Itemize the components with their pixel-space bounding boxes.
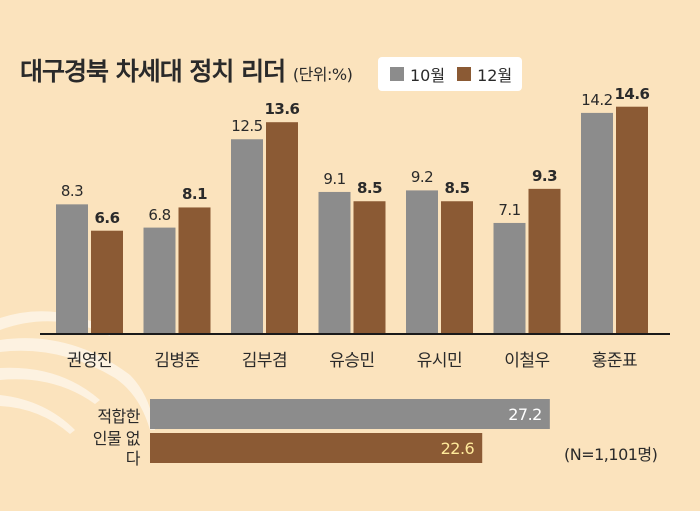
sample-size-note: (N=1,101명)	[564, 445, 658, 464]
legend-item-oct: 10월	[390, 62, 445, 86]
data-label-dec-3: 8.5	[356, 179, 383, 198]
data-label-oct-3: 9.1	[323, 169, 346, 188]
bar-dec-6	[616, 106, 648, 333]
bar-oct-3	[318, 191, 351, 333]
data-label-oct-4: 9.2	[410, 168, 434, 187]
bar-oct-2	[231, 139, 263, 333]
hbar-dec	[150, 433, 483, 463]
hbar-category-line1: 적합한	[97, 407, 140, 426]
data-label-dec-6: 14.6	[614, 84, 650, 103]
hbar-value-dec: 22.6	[440, 439, 475, 458]
unit-label: (단위:%)	[292, 65, 353, 84]
legend-swatch-oct	[390, 67, 404, 81]
category-label-1: 김병준	[154, 351, 200, 371]
bar-oct-5	[493, 222, 526, 333]
data-label-dec-0: 6.6	[94, 208, 120, 227]
category-label-6: 홍준표	[591, 351, 638, 371]
hbar-value-oct: 27.2	[508, 405, 542, 424]
data-label-dec-5: 9.3	[531, 166, 558, 185]
bar-dec-4	[441, 201, 473, 333]
data-label-oct-0: 8.3	[60, 182, 84, 201]
category-label-3: 유승민	[329, 351, 375, 371]
hbar-oct	[150, 399, 550, 429]
data-label-dec-2: 13.6	[264, 100, 300, 119]
category-label-0: 권영진	[66, 351, 113, 371]
legend-label-oct: 10월	[410, 66, 446, 85]
data-label-oct-2: 12.5	[231, 117, 263, 136]
bar-oct-1	[143, 227, 176, 333]
bar-dec-0	[91, 230, 123, 333]
category-label-2: 김부겸	[241, 351, 288, 371]
data-label-oct-5: 7.1	[498, 200, 521, 219]
bar-dec-5	[528, 188, 561, 333]
chart-title: 대구경북 차세대 정치 리더 (단위:%)	[20, 57, 353, 86]
legend-item-dec: 12월	[457, 62, 512, 86]
data-label-oct-6: 14.2	[581, 90, 613, 109]
category-label-4: 유시민	[416, 351, 463, 371]
category-label-5: 이철우	[504, 351, 550, 371]
legend-label-dec: 12월	[477, 66, 513, 85]
bar-oct-0	[56, 204, 88, 333]
legend-swatch-dec	[457, 67, 472, 81]
chart-legend: 10월 12월	[378, 57, 522, 91]
data-label-oct-1: 6.8	[148, 205, 171, 224]
data-label-dec-4: 8.5	[444, 179, 470, 198]
bar-dec-2	[266, 122, 298, 333]
bar-dec-3	[353, 201, 386, 333]
data-label-dec-1: 8.1	[181, 185, 208, 204]
bar-dec-1	[178, 207, 211, 333]
bar-oct-6	[581, 112, 613, 334]
bar-oct-4	[406, 190, 438, 333]
hbar-category-line2: 인물 없다	[92, 429, 141, 468]
